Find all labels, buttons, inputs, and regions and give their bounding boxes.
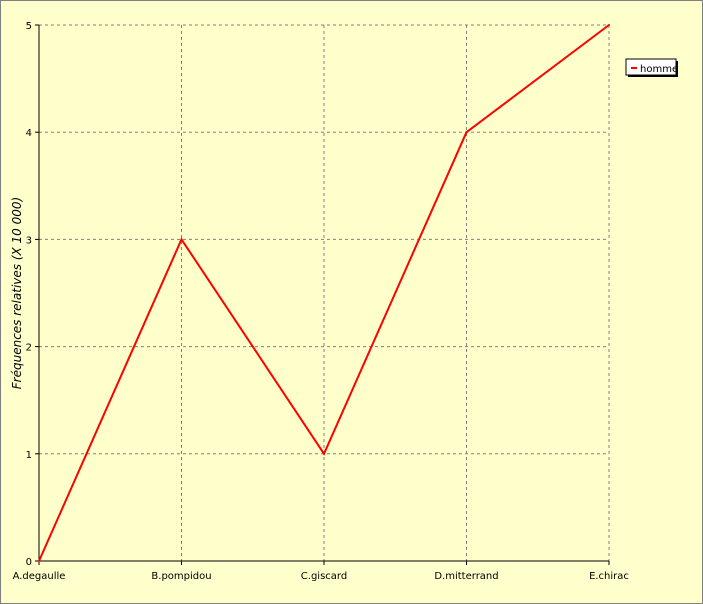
axes [35, 24, 610, 565]
y-axis-title: Fréquences relatives (X 10 000) [10, 197, 24, 389]
data-point [608, 24, 610, 26]
x-tick-label: C.giscard [301, 571, 347, 582]
y-tick-label: 3 [26, 235, 32, 246]
x-tick-label: B.pompidou [151, 571, 211, 582]
y-tick-label: 0 [26, 557, 32, 568]
x-tick-label: E.chirac [589, 571, 629, 582]
data-point [180, 238, 183, 241]
y-tick-label: 1 [26, 450, 32, 461]
grid-lines [39, 24, 610, 561]
x-tick-label: D.mitterrand [434, 571, 498, 582]
legend-label-homme: homme [640, 64, 678, 75]
x-tick-labels: A.degaulle B.pompidou C.giscard D.mitterran… [13, 571, 629, 582]
y-tick-label: 2 [26, 343, 32, 354]
legend-box [625, 58, 677, 76]
data-point [465, 131, 468, 134]
y-tick-label: 4 [26, 128, 32, 139]
y-tick-label: 5 [26, 21, 32, 32]
series-layer [38, 24, 610, 562]
data-point [38, 560, 40, 562]
legend: homme [625, 58, 678, 77]
y-tick-labels: 0 1 2 3 4 5 [26, 21, 32, 568]
x-tick-label: A.degaulle [13, 571, 66, 582]
data-point [323, 452, 325, 455]
